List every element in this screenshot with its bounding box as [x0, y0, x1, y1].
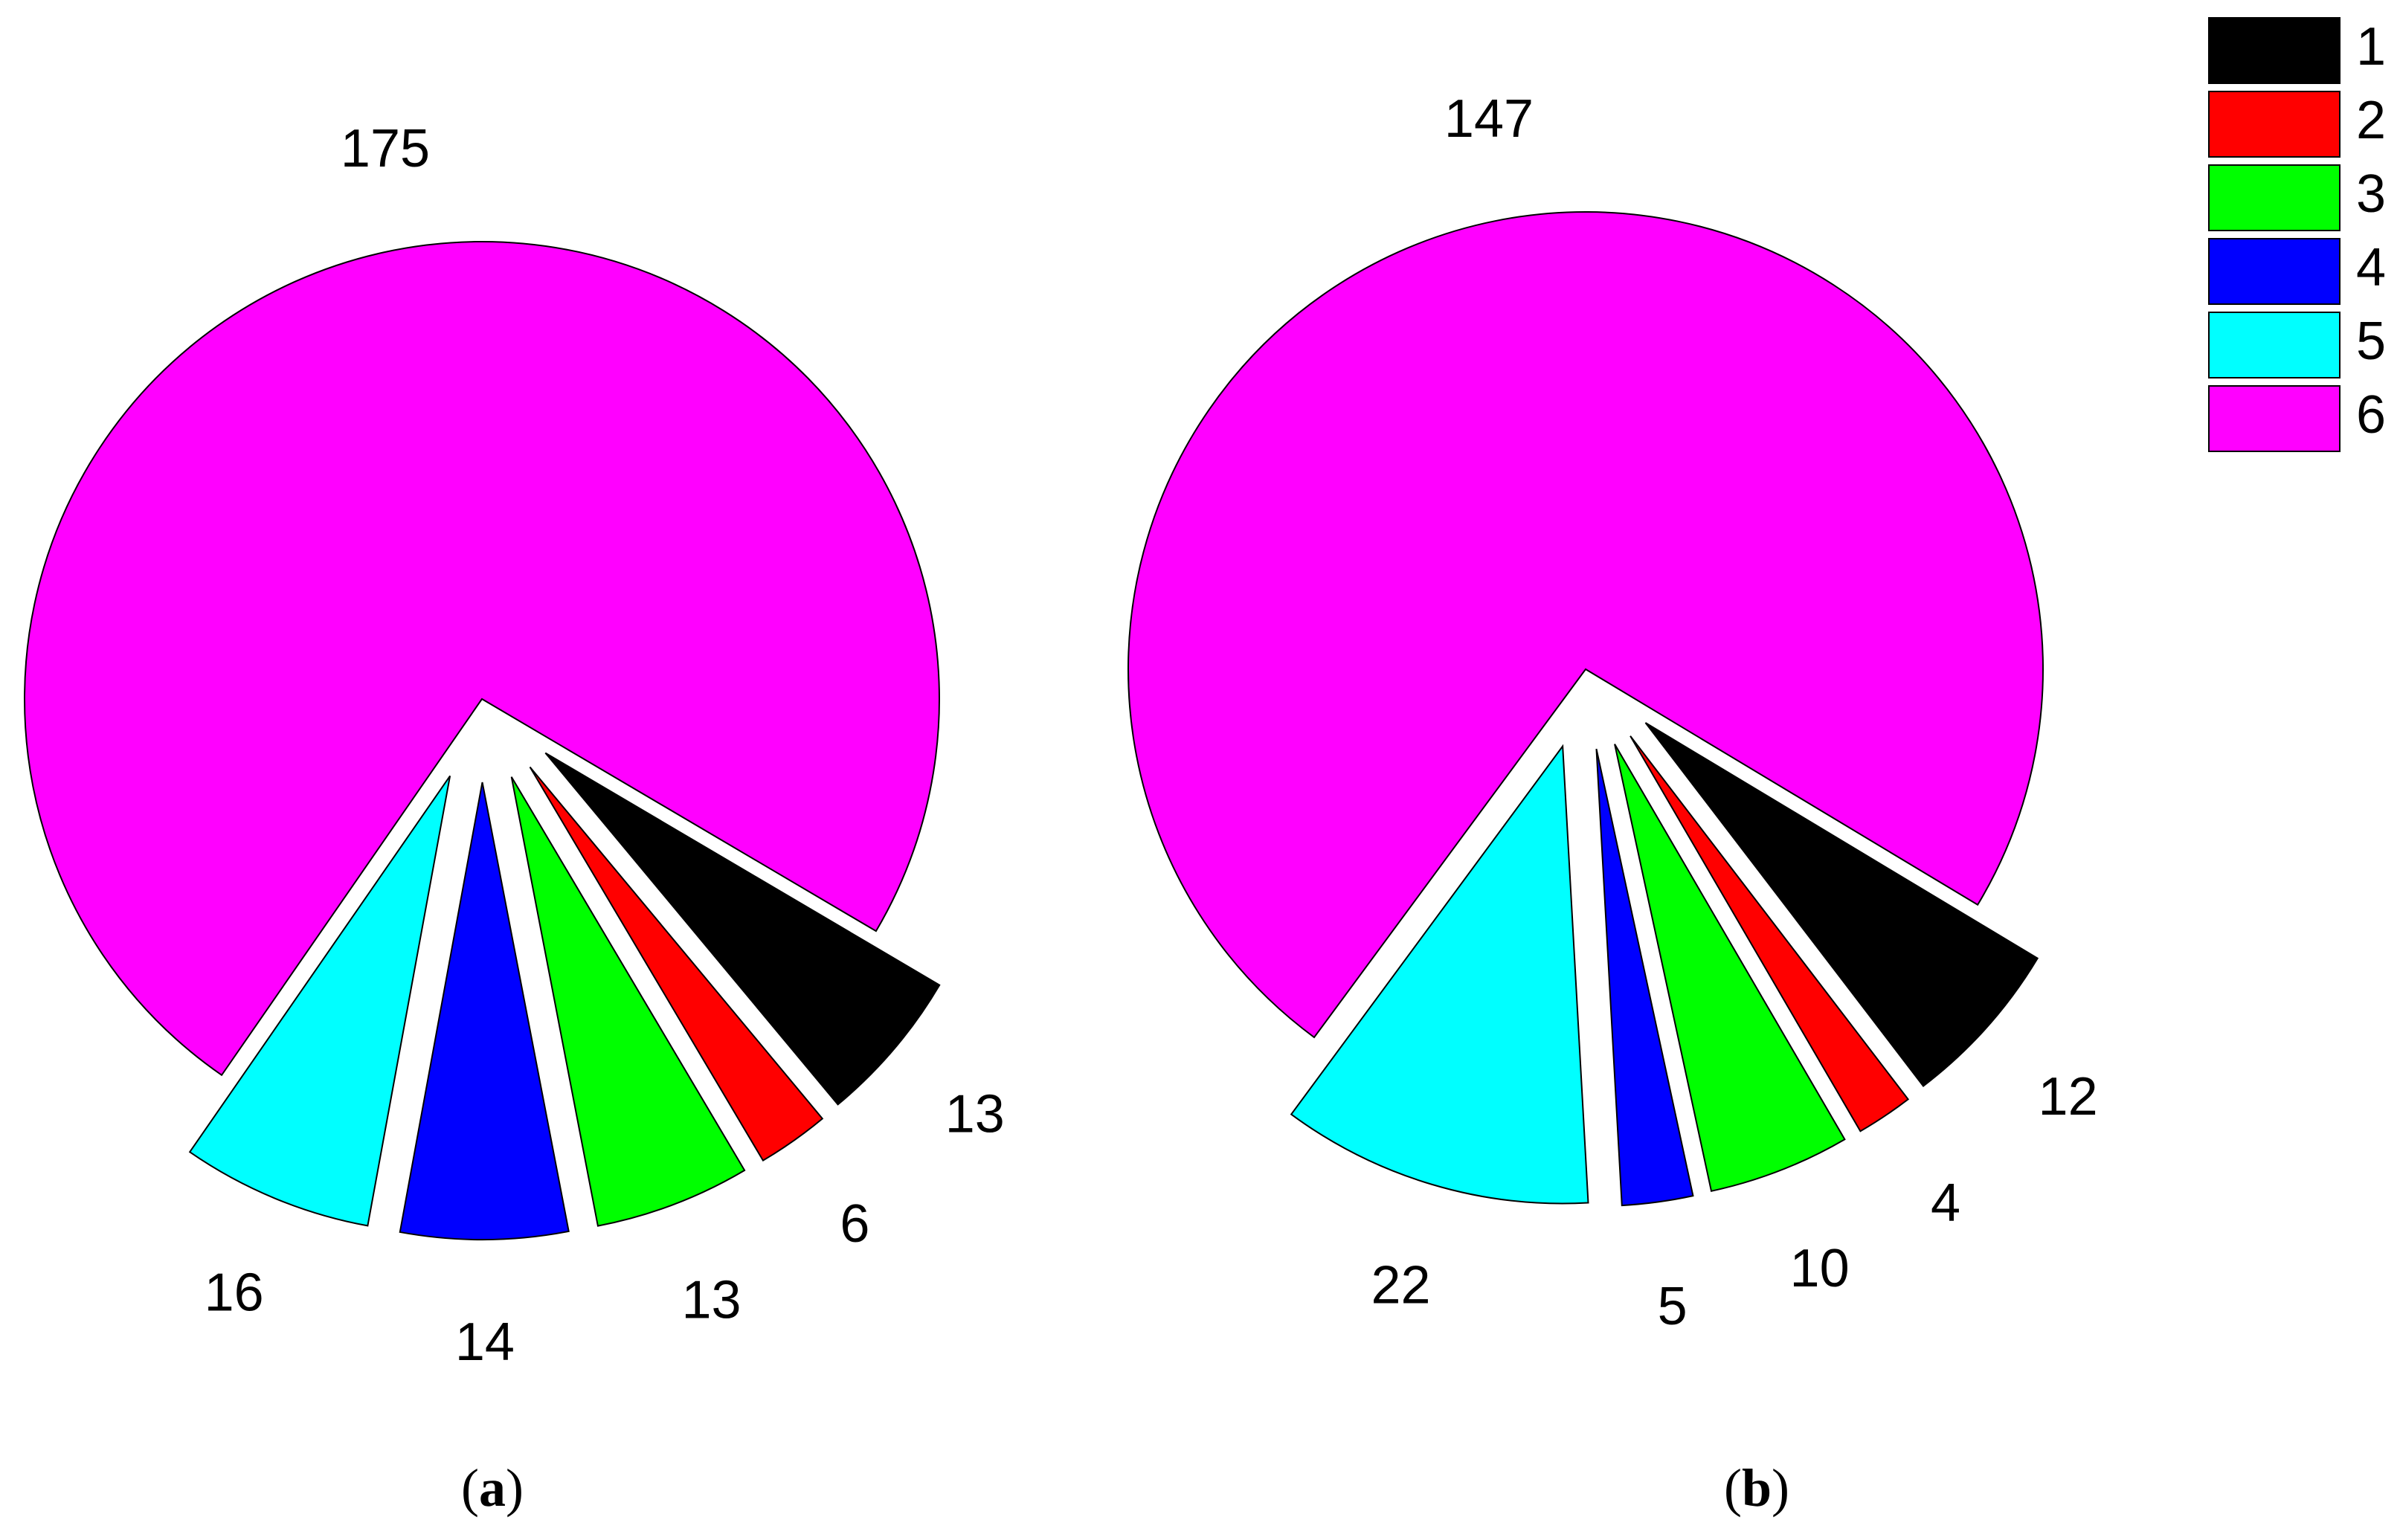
pie-a-slice-2	[529, 766, 824, 1162]
pie-b-slice-2	[1630, 735, 1910, 1133]
pie-a-slice-4	[399, 782, 570, 1240]
pie-b-label-3: 10	[1790, 1239, 1850, 1298]
pie-b-label-6: 147	[1444, 89, 1534, 149]
pie-chart-a: 13 6 13 14 16 175	[23, 119, 1005, 1372]
legend-swatch-3	[2208, 164, 2341, 231]
pie-b-label-5: 22	[1371, 1256, 1430, 1315]
legend-label-3: 3	[2356, 164, 2386, 224]
legend-label-5: 5	[2356, 312, 2386, 371]
pie-a-label-3: 13	[681, 1271, 741, 1330]
caption-a: (a)	[461, 1458, 524, 1518]
pie-b-label-4: 5	[1658, 1277, 1688, 1336]
legend-label-6: 6	[2356, 385, 2386, 445]
legend-swatch-5	[2208, 312, 2341, 378]
legend-label-1: 1	[2356, 17, 2386, 77]
pie-chart-b: 12 4 10 5 22 147	[1127, 89, 2098, 1336]
pie-b-slice-5	[1290, 744, 1589, 1205]
legend-swatch-1	[2208, 17, 2341, 84]
pie-b-label-2: 4	[1931, 1173, 1960, 1233]
pie-a-label-1: 13	[945, 1085, 1005, 1144]
pie-a-slice-3	[510, 776, 746, 1227]
legend: 1 2 3 4 5 6	[2208, 17, 2386, 452]
caption-b: (b)	[1724, 1458, 1790, 1518]
legend-swatch-2	[2208, 91, 2341, 158]
pie-a-slice-1	[544, 752, 941, 1106]
pie-b-slice-4	[1595, 748, 1694, 1207]
pie-b-slice-3	[1614, 744, 1846, 1192]
pie-a-slice-5	[188, 775, 451, 1227]
pie-a-label-5: 16	[205, 1263, 264, 1323]
pie-a-label-2: 6	[840, 1194, 869, 1254]
pie-a-label-6: 175	[341, 119, 430, 178]
pie-b-slice-1	[1644, 722, 2039, 1087]
caption-b-letter: b	[1741, 1458, 1772, 1518]
legend-label-2: 2	[2356, 91, 2386, 150]
legend-label-4: 4	[2356, 238, 2386, 297]
caption-a-letter: a	[478, 1458, 506, 1518]
pie-a-slice-6	[23, 241, 940, 1077]
pie-a-label-4: 14	[455, 1312, 515, 1372]
pie-b-label-1: 12	[2039, 1067, 2098, 1127]
legend-swatch-4	[2208, 238, 2341, 305]
legend-swatch-6	[2208, 385, 2341, 452]
pie-b-slice-6	[1127, 211, 2044, 1039]
